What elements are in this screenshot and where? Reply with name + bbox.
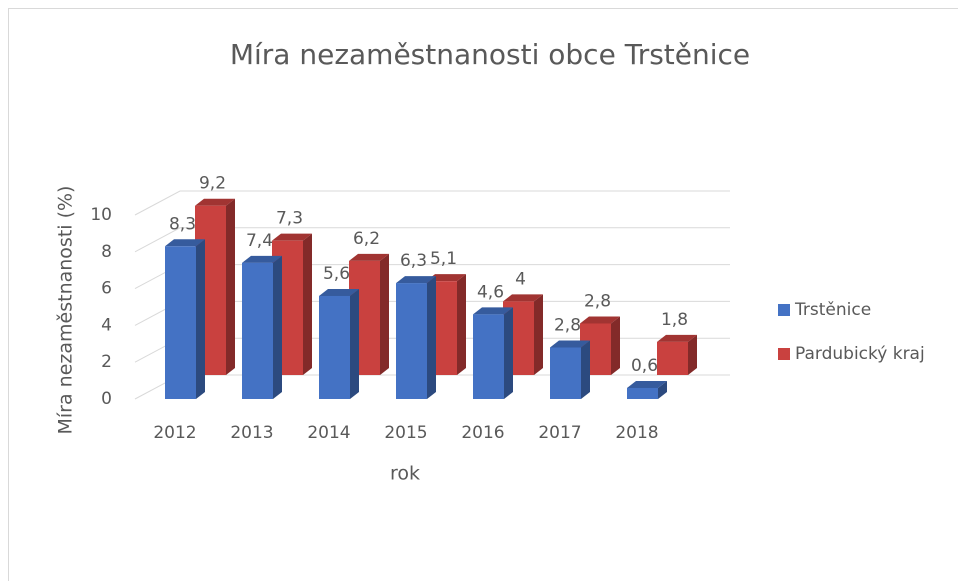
bar-side: [350, 288, 359, 399]
bar-top: [319, 288, 359, 296]
value-label: 0,6: [631, 356, 658, 376]
value-label: 5,6: [323, 264, 350, 284]
bar-top: [195, 198, 235, 206]
bar: [627, 387, 658, 399]
bar-top: [473, 307, 513, 315]
bar-side: [534, 294, 543, 375]
y-tick-label: 2: [101, 352, 112, 372]
value-label: 2,8: [554, 315, 581, 335]
x-tick-label: 2012: [153, 423, 196, 443]
chart-border: [8, 8, 958, 581]
grid-line: [134, 190, 730, 216]
y-tick-label: 8: [101, 242, 112, 262]
bar: [550, 347, 581, 399]
bar-side: [504, 307, 513, 399]
bar-top: [272, 233, 312, 241]
bar-side: [658, 380, 667, 399]
bar: [657, 341, 688, 375]
bar-top: [165, 239, 205, 247]
bar-top: [580, 316, 620, 324]
bar-top: [503, 294, 543, 302]
value-label: 2,8: [584, 291, 611, 311]
bar-side: [611, 316, 620, 375]
grid-line: [134, 227, 730, 253]
bar-top: [550, 340, 590, 348]
legend-swatch: [778, 348, 790, 360]
x-axis-title: rok: [390, 463, 420, 485]
bar-top: [349, 253, 389, 261]
x-tick-label: 2016: [461, 423, 504, 443]
x-tick-label: 2017: [538, 423, 581, 443]
chart-title: Míra nezaměstnanosti obce Trstěnice: [230, 38, 750, 71]
legend-label: Trstěnice: [794, 300, 871, 320]
bar: [473, 314, 504, 399]
bar-side: [196, 239, 205, 399]
bar: [242, 262, 273, 399]
y-tick-label: 10: [90, 205, 112, 225]
x-tick-label: 2014: [307, 423, 350, 443]
value-label: 7,4: [246, 231, 273, 251]
x-tick-label: 2015: [384, 423, 427, 443]
bar-top: [627, 380, 667, 388]
bar: [396, 283, 427, 399]
value-label: 7,3: [276, 209, 303, 229]
x-tick-label: 2013: [230, 423, 273, 443]
value-label: 4: [515, 269, 526, 289]
bar-top: [657, 334, 697, 342]
bar-top: [242, 255, 282, 263]
bar-side: [427, 276, 436, 399]
bar: [319, 295, 350, 399]
bar-top: [396, 276, 436, 284]
bar: [165, 246, 196, 399]
value-label: 1,8: [661, 310, 688, 330]
y-tick-label: 4: [101, 315, 112, 335]
y-axis-title: Míra nezaměstnanosti (%): [55, 186, 77, 435]
legend-label: Pardubický kraj: [795, 344, 925, 364]
y-tick-label: 0: [101, 389, 112, 409]
legend-swatch: [778, 304, 790, 316]
value-label: 6,2: [353, 229, 380, 249]
value-label: 8,3: [169, 214, 196, 234]
value-label: 5,1: [430, 249, 457, 269]
value-label: 4,6: [477, 282, 504, 302]
y-tick-label: 6: [101, 279, 112, 299]
bar-side: [581, 340, 590, 399]
bar-side: [457, 274, 466, 375]
x-tick-label: 2018: [615, 423, 658, 443]
bar-side: [380, 253, 389, 375]
value-label: 9,2: [199, 174, 226, 194]
bar-side: [226, 198, 235, 375]
value-label: 6,3: [400, 251, 427, 271]
bar-side: [688, 334, 697, 375]
bar-side: [273, 255, 282, 399]
bar-side: [303, 233, 312, 375]
